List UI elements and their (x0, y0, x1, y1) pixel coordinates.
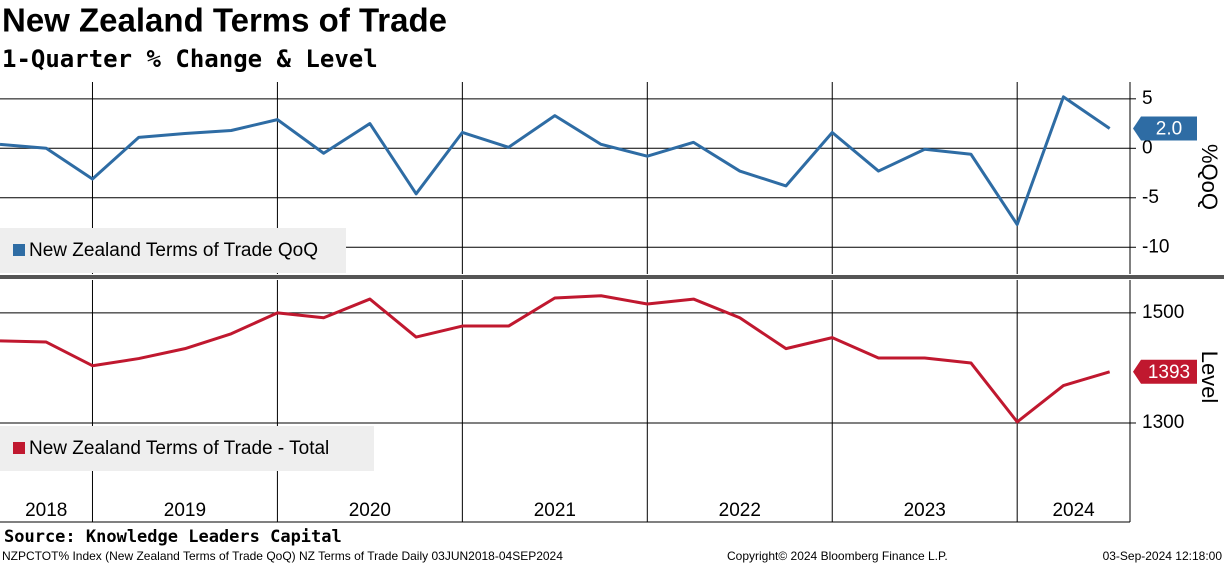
x-tick-label: 2020 (349, 500, 391, 521)
footer-left: NZPCTOT% Index (New Zealand Terms of Tra… (2, 549, 563, 563)
legend-label: New Zealand Terms of Trade QoQ (29, 240, 318, 261)
legend-swatch (13, 442, 25, 454)
last-value-box (1133, 359, 1197, 384)
legend-label: New Zealand Terms of Trade - Total (29, 438, 329, 459)
x-tick-label: 2021 (534, 500, 576, 521)
last-value-label: 2.0 (1156, 119, 1182, 140)
x-tick-label: 2019 (164, 500, 206, 521)
chart-title: New Zealand Terms of Trade (2, 2, 447, 39)
legend-box (0, 228, 346, 273)
legend-swatch (13, 244, 25, 256)
x-tick-label: 2024 (1052, 500, 1095, 521)
chart-subtitle: 1-Quarter % Change & Level (2, 45, 378, 73)
x-tick-label: 2018 (25, 500, 67, 521)
x-tick-label: 2022 (719, 500, 761, 521)
series-line (0, 95, 1111, 226)
source: Source: Knowledge Leaders Capital (4, 527, 342, 547)
x-tick-label: 2023 (904, 500, 946, 521)
footer-right: 03-Sep-2024 12:18:00 (1103, 549, 1223, 563)
y-tick-label: 0 (1142, 137, 1153, 158)
last-value-label: 1393 (1148, 362, 1190, 383)
y-tick-label: -10 (1142, 236, 1169, 257)
y-tick-label: 1300 (1142, 412, 1184, 433)
panel-separator (0, 275, 1224, 279)
footer-center: Copyright© 2024 Bloomberg Finance L.P. (727, 549, 948, 563)
series-line (0, 294, 1111, 424)
y-tick-label: 1500 (1142, 302, 1184, 323)
y-axis-label: Level (1197, 351, 1222, 404)
y-axis-label: %QoQ (1197, 144, 1222, 210)
last-value-box (1133, 116, 1197, 141)
y-tick-label: -5 (1142, 187, 1159, 208)
y-tick-label: 5 (1142, 88, 1153, 109)
legend-box (0, 426, 374, 471)
